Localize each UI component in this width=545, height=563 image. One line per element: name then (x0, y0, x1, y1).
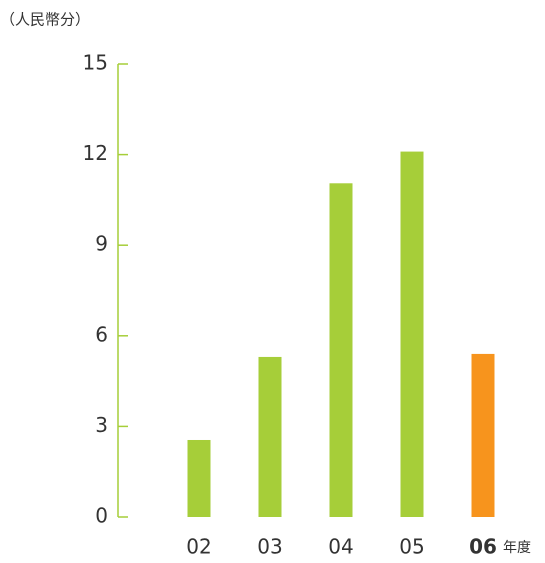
y-tick-label: 15 (83, 51, 108, 75)
bar (471, 353, 495, 517)
y-tick-label: 9 (95, 232, 108, 256)
y-tick-label: 6 (95, 322, 108, 346)
x-tick-label: 03 (257, 535, 282, 559)
x-tick-label: 05 (399, 535, 424, 559)
y-tick-label: 3 (95, 413, 108, 437)
bar (187, 439, 211, 517)
y-tick-label: 12 (83, 141, 108, 165)
y-tick-label: 0 (95, 504, 108, 528)
x-tick-label: 04 (328, 535, 353, 559)
bar (329, 183, 353, 518)
bar (400, 151, 424, 517)
unit-label: （人民幣分） (0, 11, 90, 29)
bar (258, 356, 282, 517)
x-axis-label: 年度 (503, 540, 531, 556)
x-tick-label: 02 (186, 535, 211, 559)
x-tick-label: 06 (469, 535, 497, 559)
